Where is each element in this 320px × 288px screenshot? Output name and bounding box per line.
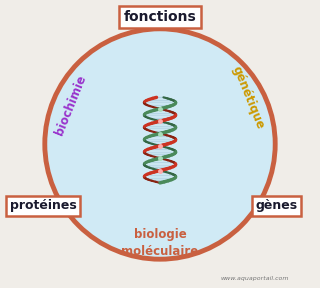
Circle shape [45, 29, 275, 259]
Text: fonctions: fonctions [124, 10, 196, 24]
Text: protéines: protéines [10, 199, 77, 213]
Text: www.aquaportail.com: www.aquaportail.com [221, 276, 289, 281]
Text: biochimie: biochimie [53, 73, 89, 137]
Text: gènes: gènes [256, 199, 298, 213]
Text: génétique: génétique [229, 65, 267, 131]
Text: biologie
moléculaire: biologie moléculaire [121, 228, 199, 258]
